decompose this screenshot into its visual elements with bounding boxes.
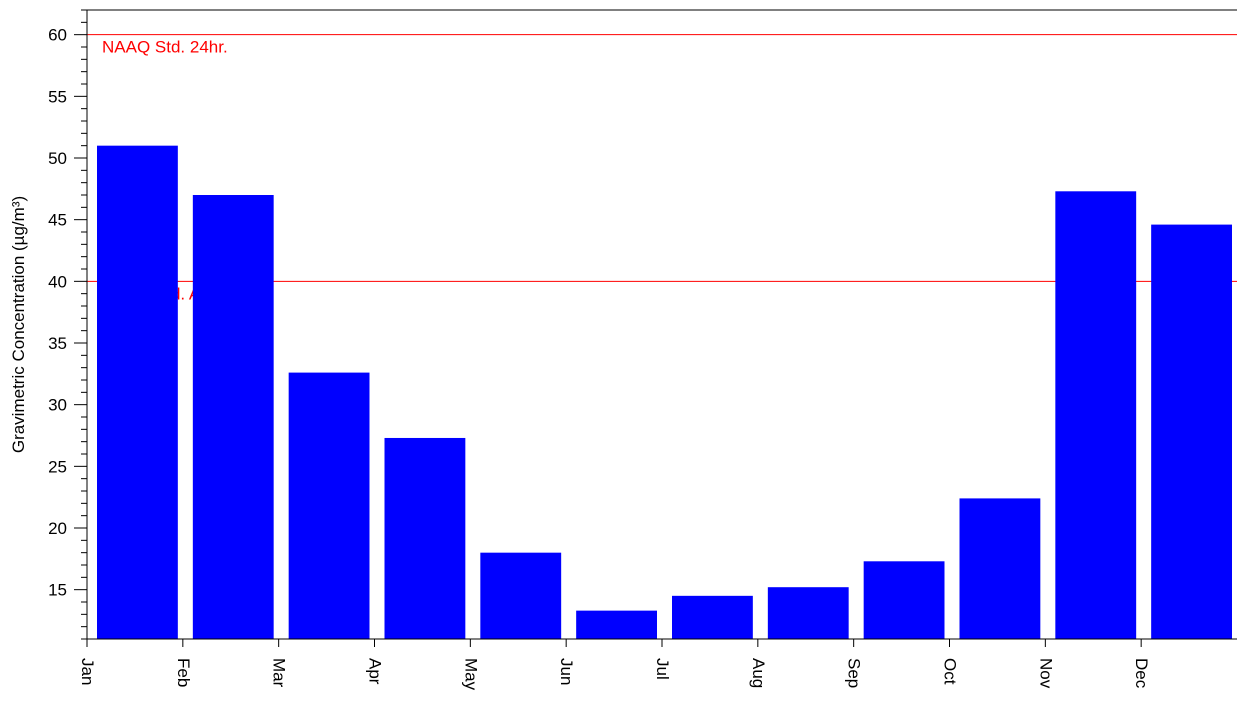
- x-tick-label: May: [461, 658, 480, 691]
- bar-jul: [672, 595, 753, 639]
- bar-dec: [1151, 224, 1232, 639]
- x-tick-label: Jun: [557, 658, 576, 685]
- y-tick-label: 15: [48, 581, 67, 600]
- y-tick-label: 55: [48, 87, 67, 106]
- x-axis: Jan Feb Mar Apr May Jun Jul Aug Sep Oct Nov Dec: [78, 638, 1237, 691]
- bar-jun: [576, 610, 657, 639]
- y-tick-label: 45: [48, 211, 67, 230]
- x-tick-label: Jul: [653, 658, 672, 680]
- x-tick-label: Sep: [845, 658, 864, 688]
- y-tick-label: 35: [48, 334, 67, 353]
- y-tick-label: 25: [48, 457, 67, 476]
- bar-feb: [192, 195, 274, 639]
- x-tick-label: Aug: [749, 658, 768, 688]
- y-tick-label: 30: [48, 396, 67, 415]
- y-tick-label: 50: [48, 149, 67, 168]
- bar-mar: [288, 372, 370, 639]
- y-axis: 15 20 25 30 35 40 45 50 55 60: [48, 9, 88, 640]
- y-tick-label: 60: [48, 26, 67, 45]
- x-tick-label: Dec: [1132, 658, 1151, 689]
- x-tick-label: Apr: [366, 658, 385, 685]
- bar-jan: [97, 145, 178, 639]
- bars: [97, 145, 1232, 640]
- x-tick-label: Mar: [270, 658, 289, 688]
- bar-may: [480, 552, 562, 639]
- x-tick-label: Jan: [78, 658, 97, 685]
- bar-oct: [959, 498, 1041, 639]
- bar-aug: [767, 587, 849, 639]
- y-axis-label: Gravimetric Concentration (µg/m³): [9, 196, 28, 453]
- reference-line-label-0: NAAQ Std. 24hr.: [102, 38, 228, 57]
- y-tick-label: 40: [48, 272, 67, 291]
- bar-nov: [1055, 191, 1137, 640]
- x-tick-label: Nov: [1036, 658, 1055, 689]
- y-tick-label: 20: [48, 519, 67, 538]
- x-tick-label: Feb: [174, 658, 193, 687]
- bar-apr: [384, 437, 466, 639]
- bar-sep: [863, 561, 945, 639]
- x-tick-label: Oct: [941, 658, 960, 685]
